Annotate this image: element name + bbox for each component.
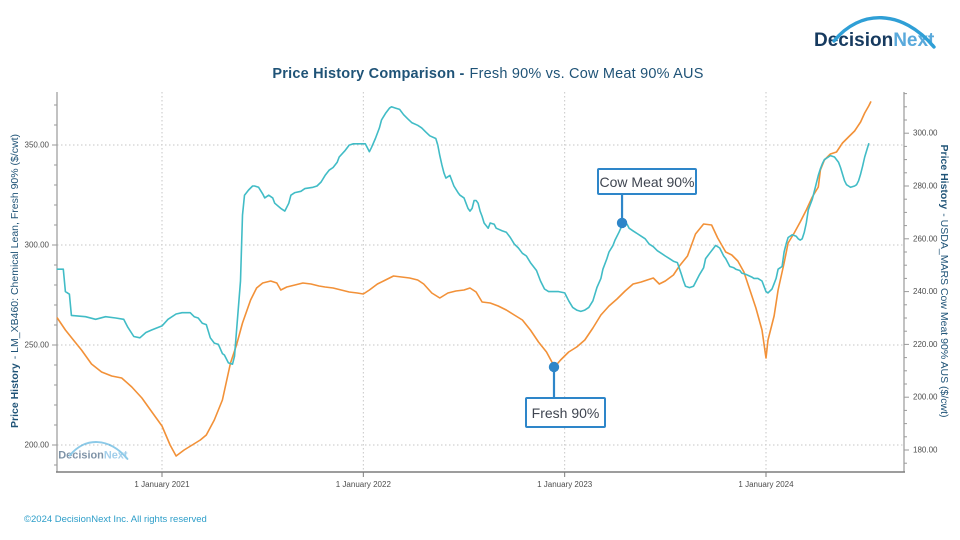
annotation-dot: [616, 217, 628, 229]
cow-meat-line: [56, 106, 870, 365]
y-right-tick-label: 180.00: [913, 446, 938, 455]
page-title-regular: Fresh 90% vs. Cow Meat 90% AUS: [469, 66, 704, 82]
x-axis-tick-label: 1 January 2023: [537, 480, 593, 489]
logo-arc-icon: [832, 16, 936, 49]
y-axis-right-label: Price History- USDA_MARS Cow Meat 90% AU…: [938, 144, 950, 418]
decisionnext-logo: DecisionNext: [810, 13, 942, 57]
fresh-90-annotation-label[interactable]: Fresh 90%: [525, 397, 606, 428]
y-left-tick-label: 250.00: [25, 341, 50, 350]
y-right-tick-label: 260.00: [913, 234, 938, 243]
page-title: Price History Comparison - Fresh 90% vs. …: [272, 66, 703, 82]
y-axis-left-label: Price History- LM_XB460: Chemical Lean, …: [9, 133, 21, 429]
x-axis-tick-label: 1 January 2021: [134, 480, 190, 489]
y-right-tick-label: 280.00: [913, 182, 938, 191]
watermark-arc-icon: [68, 441, 129, 460]
logo-text: DecisionNext: [814, 30, 935, 51]
annotation-dot: [548, 361, 560, 373]
y-left-tick-label: 200.00: [25, 441, 50, 450]
decisionnext-watermark: DecisionNext: [56, 438, 132, 466]
copyright-notice: ©2024 DecisionNext Inc. All rights reser…: [24, 514, 207, 525]
y-left-tick-label: 350.00: [25, 141, 50, 150]
fresh-90-line: [56, 101, 872, 457]
y-left-tick-label: 300.00: [25, 241, 50, 250]
y-right-tick-label: 200.00: [913, 393, 938, 402]
y-right-tick-label: 240.00: [913, 287, 938, 296]
y-right-tick-label: 300.00: [913, 129, 938, 138]
y-right-tick-label: 220.00: [913, 340, 938, 349]
x-axis-tick-label: 1 January 2024: [738, 480, 794, 489]
cow-meat-annotation-label[interactable]: Cow Meat 90%: [597, 168, 697, 195]
watermark-text: DecisionNext: [58, 449, 128, 461]
x-axis-tick-label: 1 January 2022: [336, 480, 392, 489]
page-title-bold: Price History Comparison -: [272, 66, 465, 82]
